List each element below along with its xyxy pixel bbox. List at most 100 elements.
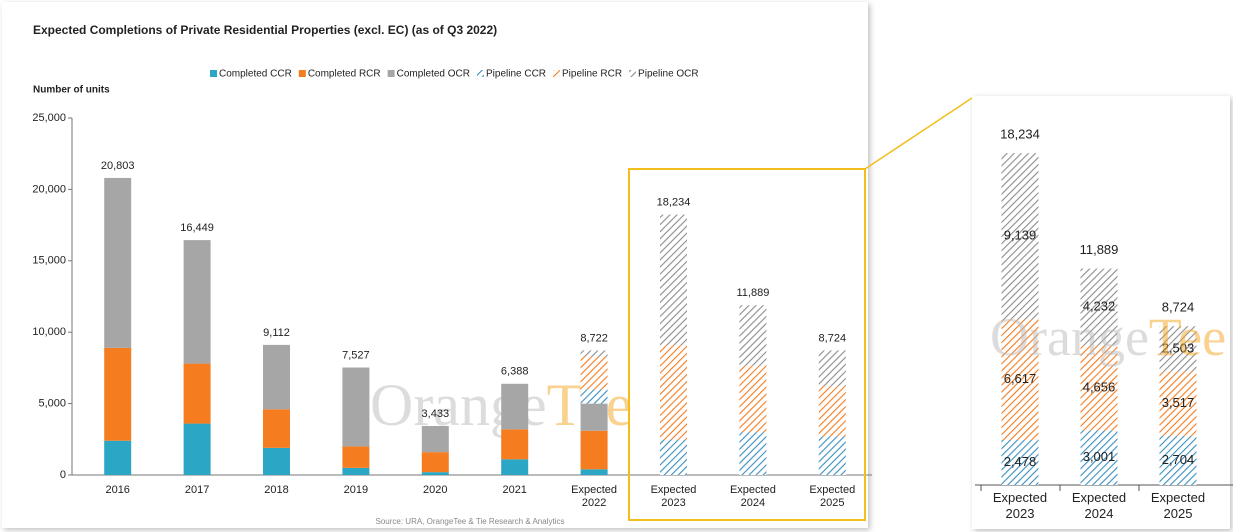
inset-data-label: 2,478 (1004, 454, 1037, 469)
total-label: 8,724 (819, 332, 847, 344)
bar-segment (501, 429, 529, 460)
bar-segment (818, 436, 846, 475)
legend-swatch (476, 70, 484, 77)
bar-segment (183, 423, 211, 475)
legend-label: Pipeline RCR (562, 69, 622, 80)
total-label: 6,388 (501, 366, 529, 378)
inset-bar-segment (1159, 326, 1197, 372)
bar-segment (104, 440, 132, 475)
inset-x-tick-label: Expected 2024 (1072, 490, 1126, 521)
bar-segment (580, 389, 608, 404)
bar-segment (660, 345, 687, 440)
inset-data-label: 3,001 (1083, 449, 1116, 464)
y-axis-label: Number of units (33, 85, 110, 96)
x-tick-label: Expected 2023 (651, 484, 697, 509)
total-label: 16,449 (180, 222, 214, 234)
zoom-box (628, 168, 866, 521)
legend-swatch (210, 70, 217, 77)
legend-label: Completed RCR (308, 69, 381, 80)
inset-data-label: 4,656 (1083, 379, 1116, 394)
y-tick-label: 25,000 (32, 112, 66, 124)
x-tick-label: 2021 (502, 484, 526, 496)
legend-swatch (553, 70, 561, 77)
inset-data-label: 3,517 (1162, 395, 1195, 410)
legend-label: Pipeline CCR (486, 69, 546, 80)
x-tick-label: 2017 (185, 484, 209, 496)
bar-segment (660, 214, 687, 346)
total-label: 20,803 (101, 160, 135, 172)
chart-title: Expected Completions of Private Resident… (33, 23, 497, 37)
inset-total-label: 8,724 (1162, 300, 1195, 315)
bar-segment (580, 403, 608, 431)
inset-data-label: 2,503 (1162, 340, 1195, 355)
bar-segment (421, 425, 449, 453)
inset-plot: Expected 2023 2,478 6,617 9,139 18,234 Expecte… (975, 127, 1233, 521)
legend-label: Completed CCR (219, 69, 292, 80)
bar-segment (739, 365, 767, 433)
x-tick-label: Expected 2025 (809, 484, 855, 509)
bar-segment (342, 467, 370, 475)
bar-segment (580, 430, 608, 470)
bar-segment (263, 447, 290, 475)
x-tick-label: 2019 (344, 484, 368, 496)
x-tick-label: 2018 (264, 484, 288, 496)
inset-watermark: OrangeTee (990, 307, 1226, 367)
total-label: 8,722 (580, 332, 608, 344)
total-label: 3,433 (422, 408, 450, 420)
bar-segment (421, 472, 449, 475)
bar-segment (739, 432, 767, 475)
bar-segment (580, 350, 608, 357)
y-tick-label: 20,000 (32, 183, 66, 195)
inset-data-label: 6,617 (1004, 371, 1037, 386)
total-label: 18,234 (657, 197, 691, 209)
inset-bar-segment (1001, 153, 1039, 320)
inset-x-tick-label: Expected 2025 (1151, 490, 1205, 521)
y-tick-label: 5,000 (38, 398, 66, 410)
inset-x-tick-label: Expected 2023 (993, 490, 1047, 521)
legend-label: Completed OCR (397, 69, 470, 80)
y-tick-label: 10,000 (32, 326, 66, 338)
bar-segment (263, 344, 290, 410)
inset-total-label: 18,234 (1000, 127, 1040, 142)
x-tick-label: 2020 (423, 484, 447, 496)
y-tick-label: 15,000 (32, 255, 66, 267)
inset-bar-segment (1080, 345, 1118, 431)
bar-segment (104, 177, 132, 348)
bar-segment (739, 305, 767, 366)
inset-data-label: 2,704 (1162, 452, 1195, 467)
source: Source: URA, OrangeTee & Tie Research & … (376, 517, 565, 526)
y-tick-label: 0 (60, 469, 66, 481)
inset-data-label: 9,139 (1004, 228, 1037, 243)
bar-segment (421, 452, 449, 473)
zoom-connector (864, 97, 973, 170)
total-label: 11,889 (736, 287, 769, 299)
bar-segment (104, 347, 132, 441)
bar-segment (818, 386, 846, 437)
inset-bar-segment (1001, 319, 1039, 440)
bar-segment (342, 446, 370, 468)
bar-segment (501, 383, 529, 430)
bar-segment (501, 459, 529, 475)
bar-segment (342, 367, 370, 447)
x-tick-label: Expected 2024 (730, 484, 776, 509)
bar-segment (660, 439, 687, 475)
legend-label: Pipeline OCR (638, 69, 699, 80)
inset-bar-segment (1080, 268, 1118, 346)
bar-segment (263, 409, 290, 448)
inset-bar-segment (1001, 439, 1039, 485)
legend-swatch (629, 70, 637, 77)
legend-swatch (387, 70, 395, 77)
bar-segment (818, 350, 846, 387)
x-tick-label: 2016 (105, 484, 129, 496)
bar-segment (580, 469, 608, 475)
inset-total-label: 11,889 (1080, 242, 1119, 257)
main-plot: 0 5,000 10,000 15,000 20,000 25,000 Completed … (32, 69, 872, 509)
x-tick-label: Expected 2022 (571, 484, 617, 509)
total-label: 9,112 (263, 327, 290, 339)
inset-bar-segment (1159, 371, 1197, 436)
inset-data-label: 4,232 (1083, 299, 1116, 314)
bar-segment (580, 356, 608, 390)
inset-bar-segment (1080, 430, 1118, 485)
bar-segment (183, 240, 211, 364)
